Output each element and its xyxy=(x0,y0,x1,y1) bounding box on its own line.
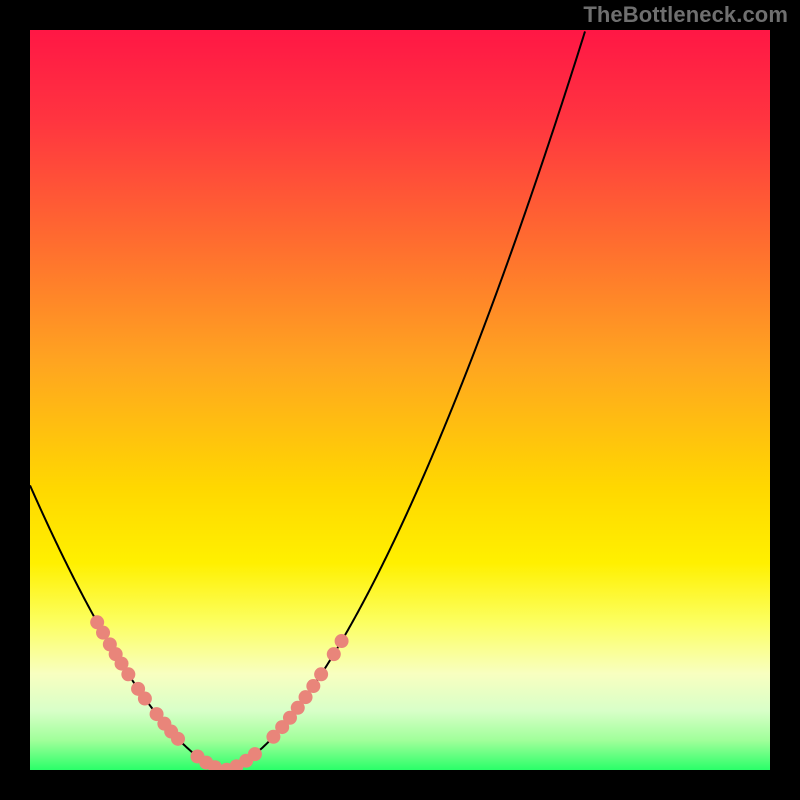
chart-stage: TheBottleneck.com xyxy=(0,0,800,800)
watermark-text: TheBottleneck.com xyxy=(583,0,788,30)
curve-marker xyxy=(138,692,152,706)
chart-svg xyxy=(0,0,800,800)
curve-marker xyxy=(171,732,185,746)
curve-marker xyxy=(96,626,110,640)
curve-marker xyxy=(121,667,135,681)
gradient-background xyxy=(30,30,770,770)
curve-marker xyxy=(314,667,328,681)
curve-marker xyxy=(327,647,341,661)
curve-marker xyxy=(335,634,349,648)
curve-marker xyxy=(248,747,262,761)
curve-marker xyxy=(306,679,320,693)
